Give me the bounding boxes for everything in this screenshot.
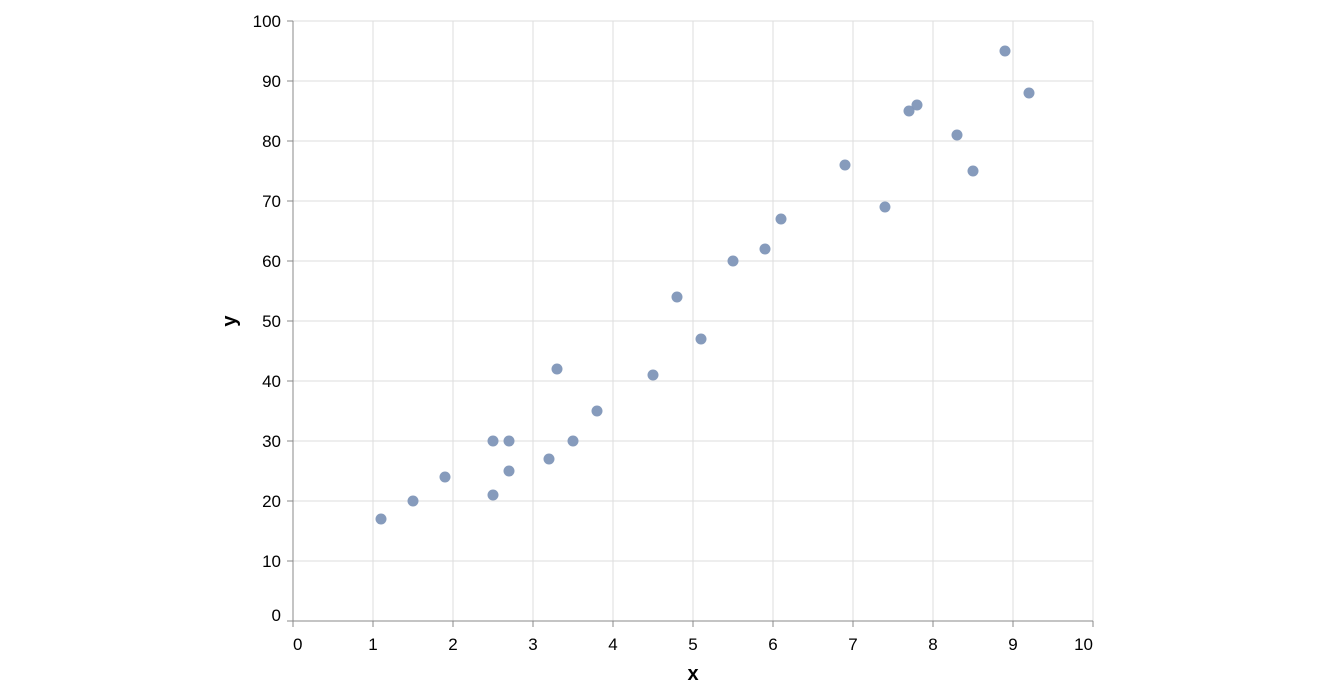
x-tick-label: 10 — [1074, 635, 1093, 654]
data-point — [999, 45, 1011, 57]
data-point — [1023, 87, 1035, 99]
data-point — [695, 333, 707, 345]
y-tick-label: 40 — [262, 372, 281, 391]
x-tick-label: 7 — [848, 635, 857, 654]
y-tick-label: 60 — [262, 252, 281, 271]
data-point — [879, 201, 891, 213]
y-tick-label: 70 — [262, 192, 281, 211]
data-point — [903, 105, 915, 117]
x-axis-title: x — [687, 663, 698, 685]
x-tick-label: 3 — [528, 635, 537, 654]
data-point — [503, 465, 515, 477]
data-point — [775, 213, 787, 225]
data-point — [911, 99, 923, 111]
data-point — [543, 453, 555, 465]
x-tick-label: 8 — [928, 635, 937, 654]
data-point — [727, 255, 739, 267]
x-tick-label: 6 — [768, 635, 777, 654]
data-point — [759, 243, 771, 255]
data-point — [591, 405, 603, 417]
data-point — [487, 435, 499, 447]
data-point — [439, 471, 451, 483]
y-tick-label: 100 — [253, 12, 281, 31]
y-tick-label: 10 — [262, 552, 281, 571]
data-point — [375, 513, 387, 525]
x-axis-ticks: 0 1 2 3 4 5 6 7 8 9 10 — [292, 621, 1094, 654]
data-point — [951, 129, 963, 141]
y-tick-label: 90 — [262, 72, 281, 91]
data-point — [551, 363, 563, 375]
y-tick-label: 80 — [262, 132, 281, 151]
y-axis-ticks: 0 10 20 30 40 50 60 70 80 90 100 — [253, 12, 293, 625]
y-tick-label: 30 — [262, 432, 281, 451]
y-tick-label: 20 — [262, 492, 281, 511]
data-points — [375, 45, 1035, 525]
x-tick-label: 1 — [368, 635, 377, 654]
y-tick-label: 50 — [262, 312, 281, 331]
data-point — [671, 291, 683, 303]
data-point — [647, 369, 659, 381]
y-axis-title: y — [219, 315, 241, 327]
data-point — [503, 435, 515, 447]
x-tick-label: 4 — [608, 635, 617, 654]
data-point — [407, 495, 419, 507]
data-point — [839, 159, 851, 171]
data-point — [967, 165, 979, 177]
x-tick-label: 0 — [293, 635, 302, 654]
x-tick-label: 2 — [448, 635, 457, 654]
data-point — [487, 489, 499, 501]
data-point — [567, 435, 579, 447]
x-tick-label: 5 — [688, 635, 697, 654]
x-tick-label: 9 — [1008, 635, 1017, 654]
y-tick-label: 0 — [272, 606, 281, 625]
